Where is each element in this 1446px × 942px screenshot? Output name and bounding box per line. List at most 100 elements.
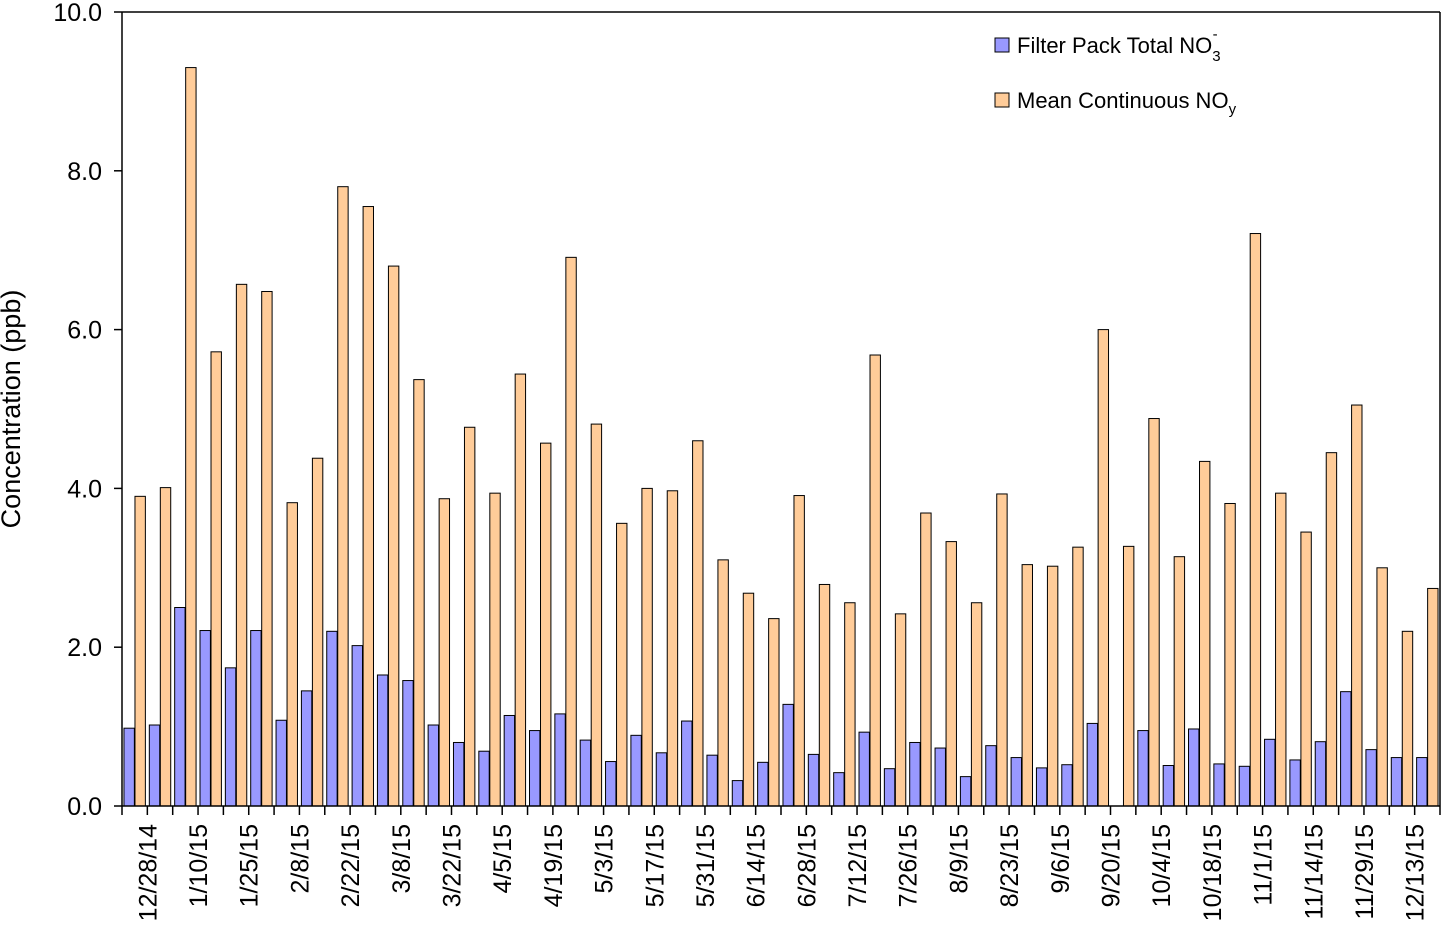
bar-filter-pack	[351, 645, 363, 807]
bar-filter-pack	[605, 761, 617, 807]
bar-filter-pack	[1162, 765, 1175, 807]
bar-filter-pack	[1340, 691, 1352, 807]
x-tick-label: 10/4/15	[1148, 824, 1176, 907]
legend-swatch-filter-pack	[994, 37, 1010, 53]
bar-filter-pack	[1314, 741, 1327, 807]
x-tick-label: 9/20/15	[1098, 824, 1126, 907]
legend: Filter Pack Total NO3 - Mean Continuous N…	[994, 26, 1237, 118]
bar-noy	[261, 290, 273, 807]
bar-filter-pack	[427, 724, 440, 807]
bar-filter-pack	[959, 776, 972, 807]
bar-filter-pack	[985, 745, 997, 807]
bar-noy	[1199, 460, 1211, 807]
bar-filter-pack	[883, 768, 896, 807]
bar-noy	[463, 426, 476, 807]
bar-filter-pack	[934, 747, 946, 807]
bar-filter-pack	[909, 741, 921, 807]
x-tick-label: 10/18/15	[1199, 824, 1227, 921]
bar-filter-pack	[1213, 763, 1225, 807]
bar-noy	[742, 592, 755, 807]
bar-filter-pack	[275, 719, 287, 807]
bar-noy	[1173, 556, 1186, 807]
bar-noy	[692, 440, 704, 807]
bar-filter-pack	[731, 780, 744, 807]
bar-noy	[717, 559, 729, 807]
x-tick-label: 5/17/15	[641, 824, 669, 907]
bar-filter-pack	[630, 734, 642, 807]
x-tick-label: 5/3/15	[591, 824, 619, 894]
legend-label-filter-pack-sub: 3	[1212, 48, 1220, 65]
x-tick-label: 4/5/15	[489, 824, 517, 894]
x-tick-label: 1/25/15	[236, 824, 264, 907]
bar-noy	[1021, 564, 1033, 807]
bar-noy	[185, 67, 197, 807]
bar-filter-pack	[1238, 765, 1251, 807]
bar-filter-pack	[655, 752, 668, 807]
bar-noy	[818, 583, 831, 807]
bar-filter-pack	[326, 630, 338, 807]
x-tick-label: 5/31/15	[692, 824, 720, 907]
bar-filter-pack	[579, 739, 592, 807]
bar-noy	[1351, 404, 1363, 807]
bar-noy	[590, 423, 603, 807]
y-ticks: 0.0 2.0 4.0 6.0 8.0 10.0	[53, 0, 122, 821]
bar-filter-pack	[807, 753, 820, 807]
bar-noy	[1224, 502, 1236, 807]
bar-filter-pack	[757, 761, 769, 807]
bar-filter-pack	[1188, 728, 1200, 807]
bar-noy	[616, 522, 628, 807]
x-tick-label: 8/9/15	[945, 824, 973, 894]
bar-noy	[996, 493, 1008, 807]
x-tick-label: 7/26/15	[895, 824, 923, 907]
bar-noy	[1275, 492, 1287, 807]
x-tick-label: 9/6/15	[1047, 824, 1075, 894]
bars	[123, 67, 1439, 807]
legend-label-filter-pack-main: Filter Pack Total NO	[1017, 33, 1212, 58]
bar-noy	[869, 354, 881, 807]
bar-noy	[1046, 565, 1059, 807]
bar-filter-pack	[250, 630, 262, 807]
x-tick-label: 7/12/15	[844, 824, 872, 907]
bar-noy	[413, 379, 425, 807]
bar-filter-pack	[199, 630, 211, 807]
bar-filter-pack	[123, 727, 135, 807]
bar-noy	[768, 618, 780, 807]
bar-noy	[970, 602, 983, 807]
bar-noy	[540, 442, 552, 807]
bar-filter-pack	[681, 720, 693, 807]
x-tick-label: 2/8/15	[286, 824, 314, 894]
bar-filter-pack	[452, 741, 465, 807]
x-tick-label: 11/29/15	[1351, 824, 1379, 919]
bar-noy	[666, 490, 679, 807]
bar-noy	[1300, 531, 1312, 807]
bar-filter-pack	[478, 750, 490, 807]
bar-filter-pack	[1137, 730, 1149, 807]
bar-noy	[438, 498, 451, 807]
bar-noy	[311, 457, 324, 807]
bar-filter-pack	[1035, 767, 1048, 807]
bar-noy	[1427, 587, 1439, 807]
x-tick-label: 12/28/14	[134, 824, 162, 921]
x-tick-label: 3/8/15	[388, 824, 416, 894]
y-tick-label: 10.0	[53, 0, 102, 27]
bar-noy	[1401, 630, 1414, 807]
y-tick-label: 6.0	[67, 317, 102, 345]
bar-filter-pack	[529, 730, 541, 807]
x-tick-label: 8/23/15	[996, 824, 1024, 907]
bar-filter-pack	[300, 690, 313, 807]
x-tick-label: 11/1/15	[1250, 824, 1278, 906]
bar-filter-pack	[706, 754, 718, 807]
bar-noy	[489, 492, 501, 807]
bar-noy	[1122, 545, 1135, 807]
bar-filter-pack	[1264, 738, 1276, 807]
bar-noy	[894, 613, 907, 807]
bar-filter-pack	[1390, 757, 1403, 807]
bar-filter-pack	[858, 731, 870, 807]
bar-filter-pack	[1365, 749, 1377, 807]
x-tick-label: 6/14/15	[743, 824, 771, 907]
legend-label-noy-sub: y	[1229, 101, 1237, 118]
bar-filter-pack	[1086, 722, 1099, 807]
x-tick-label: 1/10/15	[185, 824, 213, 907]
bar-noy	[641, 487, 653, 807]
